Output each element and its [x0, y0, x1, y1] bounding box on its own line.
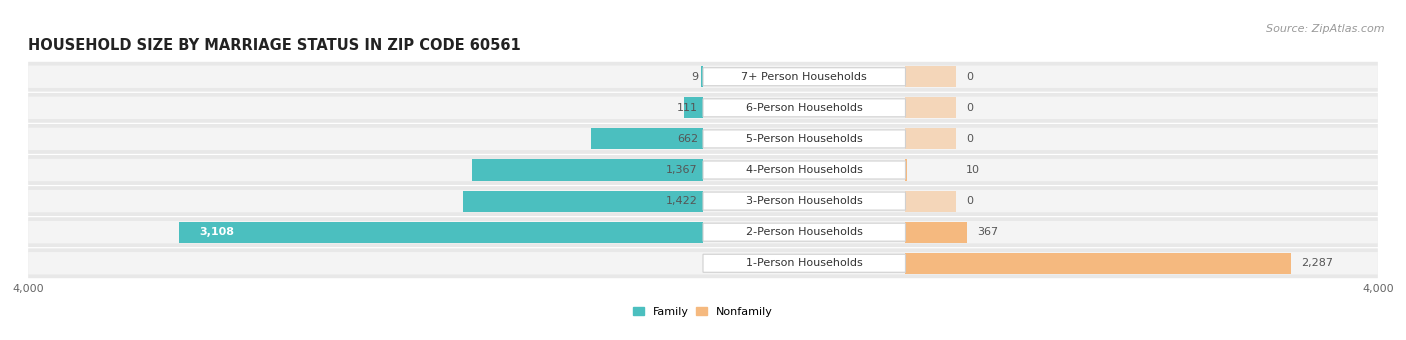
Text: 1,367: 1,367	[666, 165, 697, 175]
Text: 0: 0	[966, 103, 973, 113]
FancyBboxPatch shape	[28, 159, 1378, 181]
Text: 662: 662	[676, 134, 697, 144]
Text: 3-Person Households: 3-Person Households	[745, 196, 863, 206]
Bar	[905, 222, 967, 243]
FancyBboxPatch shape	[28, 62, 1378, 92]
FancyBboxPatch shape	[28, 186, 1378, 216]
Text: 5-Person Households: 5-Person Households	[745, 134, 863, 144]
Text: HOUSEHOLD SIZE BY MARRIAGE STATUS IN ZIP CODE 60561: HOUSEHOLD SIZE BY MARRIAGE STATUS IN ZIP…	[28, 38, 520, 53]
FancyBboxPatch shape	[28, 221, 1378, 243]
FancyBboxPatch shape	[703, 254, 905, 272]
Text: 3,108: 3,108	[198, 227, 233, 237]
Bar	[702, 66, 703, 87]
FancyBboxPatch shape	[703, 223, 905, 241]
FancyBboxPatch shape	[703, 99, 905, 117]
Bar	[905, 190, 956, 212]
FancyBboxPatch shape	[28, 190, 1378, 212]
Text: 0: 0	[966, 196, 973, 206]
Text: Source: ZipAtlas.com: Source: ZipAtlas.com	[1267, 24, 1385, 34]
Bar	[685, 97, 703, 118]
Text: 1-Person Households: 1-Person Households	[745, 258, 863, 268]
FancyBboxPatch shape	[703, 68, 905, 86]
FancyBboxPatch shape	[28, 97, 1378, 119]
FancyBboxPatch shape	[28, 66, 1378, 88]
Text: 7+ Person Households: 7+ Person Households	[741, 72, 868, 82]
FancyBboxPatch shape	[28, 124, 1378, 154]
FancyBboxPatch shape	[28, 252, 1378, 274]
Legend: Family, Nonfamily: Family, Nonfamily	[628, 302, 778, 321]
FancyBboxPatch shape	[28, 128, 1378, 150]
FancyBboxPatch shape	[703, 130, 905, 148]
Bar	[905, 253, 1291, 274]
Bar	[905, 128, 956, 150]
Bar	[463, 190, 703, 212]
FancyBboxPatch shape	[28, 217, 1378, 247]
Bar	[179, 222, 703, 243]
Text: 1,422: 1,422	[666, 196, 697, 206]
Bar	[472, 159, 703, 181]
Text: 10: 10	[966, 165, 980, 175]
Text: 111: 111	[676, 103, 697, 113]
Text: 9: 9	[690, 72, 697, 82]
Text: 4-Person Households: 4-Person Households	[745, 165, 863, 175]
Text: 2,287: 2,287	[1302, 258, 1333, 268]
Bar	[905, 97, 956, 118]
Text: 0: 0	[966, 72, 973, 82]
Text: 367: 367	[977, 227, 998, 237]
Text: 0: 0	[966, 134, 973, 144]
FancyBboxPatch shape	[28, 155, 1378, 185]
Bar	[592, 128, 703, 150]
Text: 2-Person Households: 2-Person Households	[745, 227, 863, 237]
FancyBboxPatch shape	[703, 192, 905, 210]
FancyBboxPatch shape	[28, 248, 1378, 278]
FancyBboxPatch shape	[28, 93, 1378, 123]
Bar	[905, 159, 907, 181]
Text: 6-Person Households: 6-Person Households	[745, 103, 863, 113]
Bar	[905, 66, 956, 87]
FancyBboxPatch shape	[703, 161, 905, 179]
